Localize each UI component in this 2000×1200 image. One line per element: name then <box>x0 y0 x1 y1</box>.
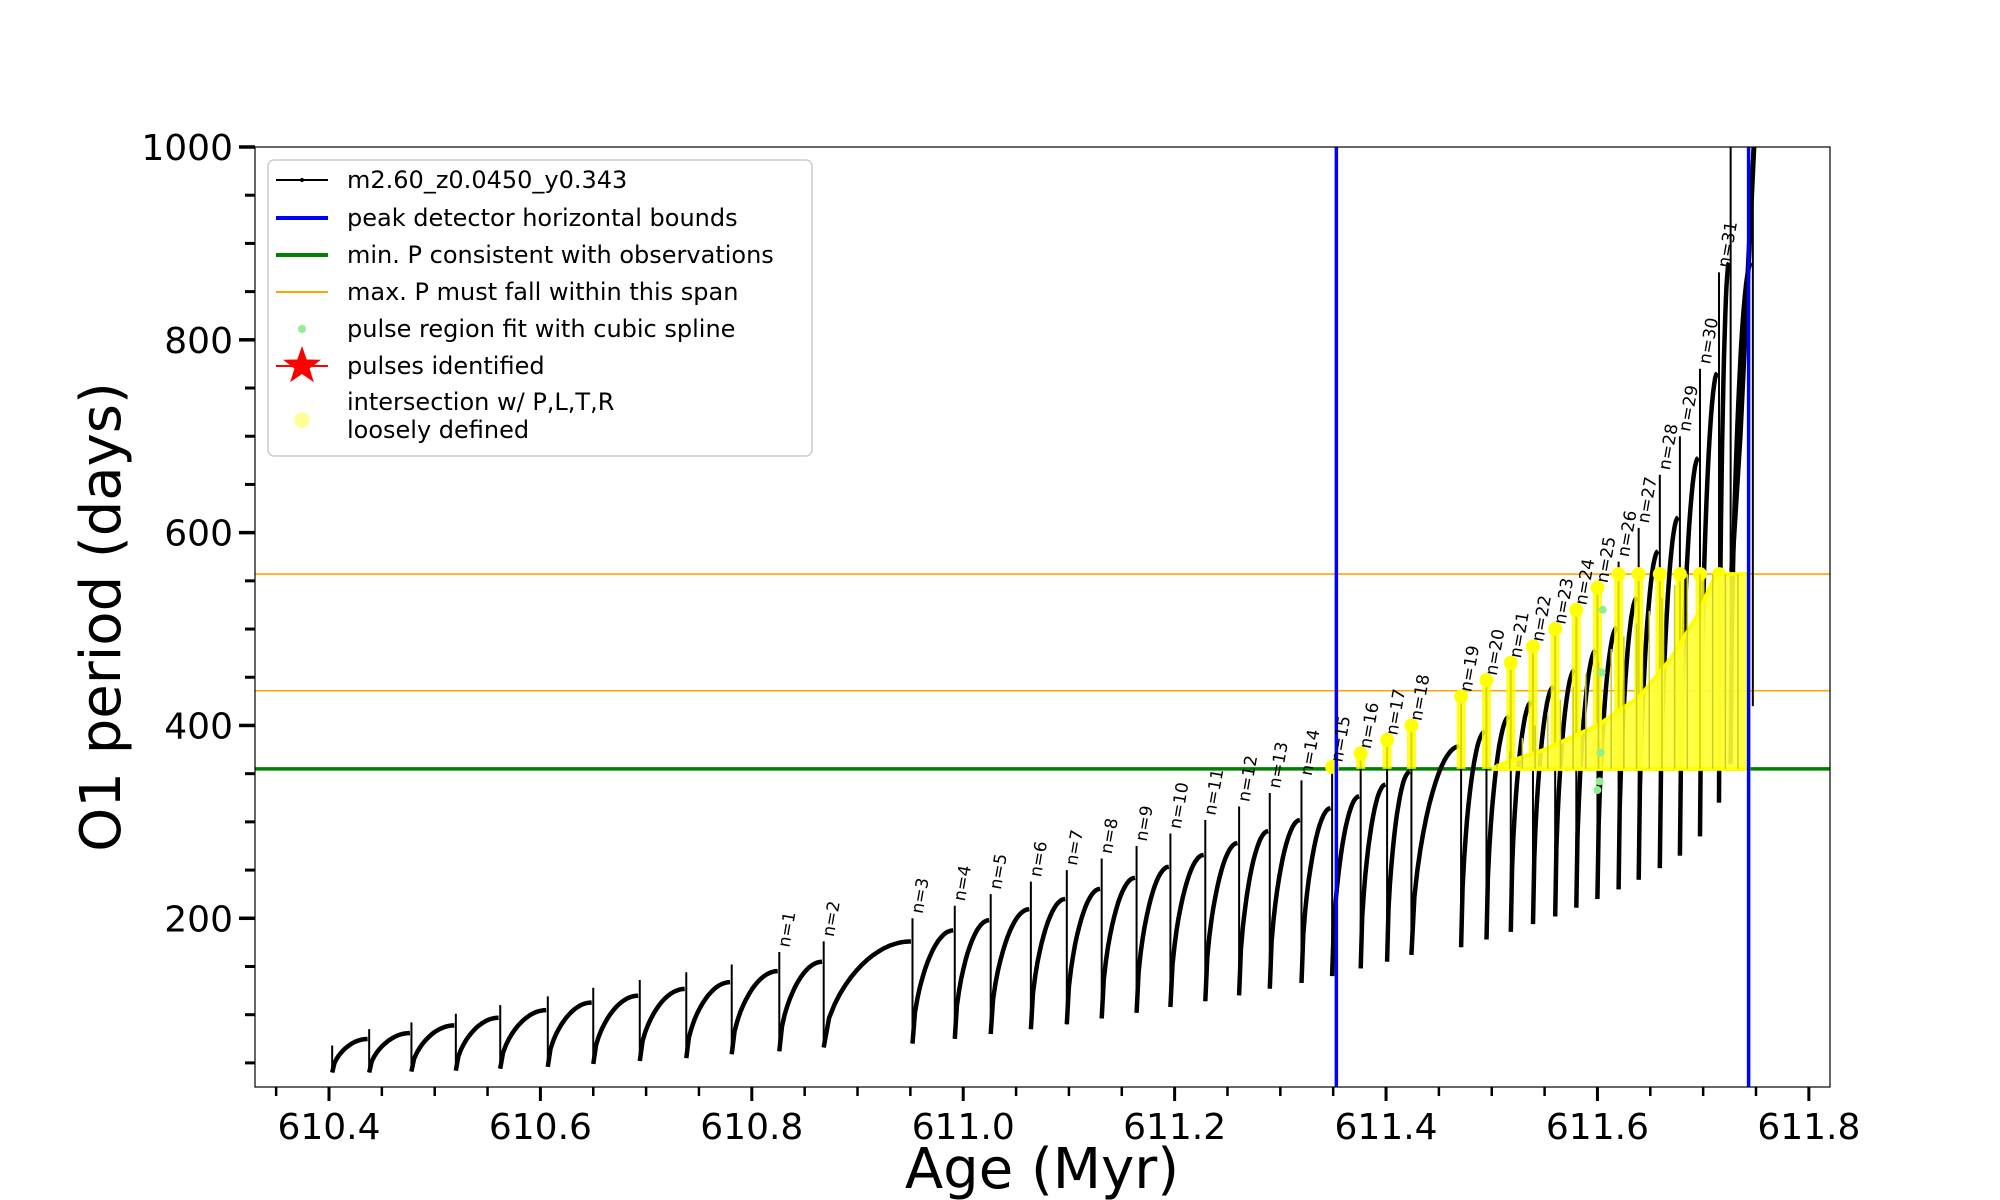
legend-label: max. P must fall within this span <box>347 278 738 306</box>
y-tick-label: 400 <box>164 706 233 747</box>
x-tick-label: 610.6 <box>489 1107 592 1148</box>
x-axis-label: Age (Myr) <box>905 1137 1179 1200</box>
legend-box <box>267 159 813 457</box>
legend-item-intersection: intersection w/ P,L,T,R loosely defined <box>294 388 614 444</box>
intersection-point <box>1503 655 1518 670</box>
x-tick-label: 611.4 <box>1335 1107 1438 1148</box>
legend-label: min. P consistent with observations <box>347 241 774 269</box>
legend-point-swatch <box>294 412 310 428</box>
x-tick-label: 611.0 <box>912 1107 1015 1148</box>
legend-item-peak-detector: peak detector horizontal bounds <box>276 204 738 232</box>
x-tick-label: 611.8 <box>1757 1107 1860 1148</box>
y-tick-label: 1000 <box>141 128 233 169</box>
intersection-point <box>1590 580 1605 595</box>
legend-label-line-2: loosely defined <box>347 416 529 444</box>
spline-fit-point <box>1593 786 1602 795</box>
legend-label-line-1: intersection w/ P,L,T,R <box>347 388 614 416</box>
intersection-point <box>1380 732 1395 747</box>
x-axis-ticks: 610.4 610.6 610.8 611.0 611.2 611.4 611.6 611.8 <box>274 1087 1860 1148</box>
intersection-point <box>1569 602 1584 617</box>
plot-area <box>255 147 1830 1087</box>
y-axis-label: O1 period (days) <box>69 382 134 852</box>
legend-label: pulse region fit with cubic spline <box>347 315 735 343</box>
y-tick-label: 800 <box>164 321 233 362</box>
legend-item-spline-fit: pulse region fit with cubic spline <box>298 315 735 343</box>
intersection-point <box>1525 639 1540 654</box>
legend-label: pulses identified <box>347 352 545 380</box>
x-tick-label: 611.6 <box>1546 1107 1649 1148</box>
y-tick-label: 200 <box>164 899 233 940</box>
legend-label: peak detector horizontal bounds <box>347 204 738 232</box>
star-icon <box>283 346 321 383</box>
legend-label: m2.60_z0.0450_y0.343 <box>347 166 627 194</box>
intersection-point <box>1652 567 1667 582</box>
intersection-point <box>1548 622 1563 637</box>
period-curve <box>330 261 1753 1074</box>
legend-marker-swatch <box>300 178 304 182</box>
spline-fit-point <box>1596 748 1605 757</box>
x-tick-label: 610.8 <box>700 1107 803 1148</box>
intersection-point <box>1479 673 1494 688</box>
legend-item-pulses: pulses identified <box>276 346 545 383</box>
intersection-point <box>1454 689 1469 704</box>
intersection-point <box>1631 567 1646 582</box>
spline-fit-point <box>1595 777 1604 786</box>
legend-item-min-period: min. P consistent with observations <box>276 241 774 269</box>
intersection-point <box>1611 567 1626 582</box>
spline-fit-point <box>1598 605 1607 614</box>
y-tick-label: 600 <box>164 514 233 555</box>
intersection-fill-layer <box>1325 567 1751 795</box>
legend: m2.60_z0.0450_y0.343 peak detector horiz… <box>267 159 813 457</box>
intersection-point <box>1672 567 1687 582</box>
legend-label: intersection w/ P,L,T,R loosely defined <box>347 388 614 444</box>
intersection-point <box>1353 746 1368 761</box>
intersection-point <box>1404 718 1419 733</box>
x-tick-label: 611.2 <box>1123 1107 1226 1148</box>
legend-point-swatch <box>298 325 306 333</box>
spline-fit-point <box>1597 668 1606 677</box>
plot-frame <box>254 146 1831 1088</box>
x-tick-label: 610.4 <box>277 1107 380 1148</box>
legend-item-max-period: max. P must fall within this span <box>276 278 738 306</box>
y-axis-ticks: 200 400 600 800 1000 <box>141 128 255 1065</box>
reference-vlines <box>1334 147 1751 1087</box>
legend-item-model: m2.60_z0.0450_y0.343 <box>276 166 627 194</box>
final-rise-curve <box>1729 147 1757 572</box>
